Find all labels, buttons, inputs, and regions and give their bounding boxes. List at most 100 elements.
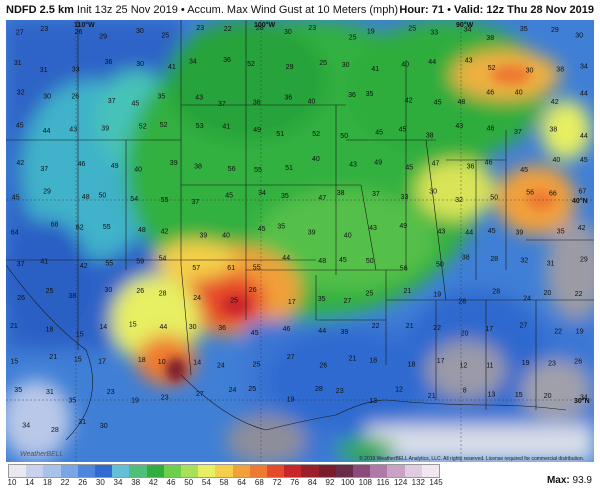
gust-value: 44 — [580, 133, 588, 140]
gust-value: 19 — [131, 397, 139, 404]
colorbar-swatch — [163, 465, 182, 477]
shaded-field — [6, 20, 594, 462]
gust-value: 45 — [520, 167, 528, 174]
gust-value: 50 — [436, 261, 444, 268]
colorbar-swatch — [249, 465, 268, 477]
gust-value: 31 — [78, 419, 86, 426]
gust-value: 25 — [230, 298, 238, 305]
gust-value: 48 — [458, 99, 466, 106]
gust-value: 38 — [462, 255, 470, 262]
gust-value: 45 — [251, 330, 259, 337]
colorbar-swatch — [129, 465, 147, 477]
gust-value: 54 — [159, 256, 167, 263]
gust-value: 43 — [195, 94, 203, 101]
colorbar-tick-label: 18 — [42, 478, 52, 487]
gust-value: 30 — [100, 423, 108, 430]
gust-value: 40 — [134, 167, 142, 174]
gust-value: 22 — [575, 291, 583, 298]
gust-value: 30 — [284, 29, 292, 36]
gust-value: 12 — [460, 363, 468, 370]
gust-value: 39 — [308, 230, 316, 237]
separator: • — [180, 4, 185, 16]
gust-value: 64 — [11, 230, 19, 237]
gust-value: 45 — [580, 157, 588, 164]
gust-value: 39 — [341, 329, 349, 336]
gust-value: 42 — [405, 97, 413, 104]
hour-label: Hour: 71 — [399, 4, 444, 16]
gust-value: 42 — [80, 263, 88, 270]
gust-value: 30 — [429, 188, 437, 195]
colorbar-tick-label: 68 — [254, 478, 264, 487]
gust-value: 15 — [76, 331, 84, 338]
gust-value: 30 — [526, 68, 534, 75]
gust-value: 45 — [258, 226, 266, 233]
gust-value: 21 — [49, 354, 57, 361]
gust-value: 43 — [465, 58, 473, 65]
colorbar-tick-label: 46 — [166, 478, 176, 487]
field-name: Accum. Max Wind Gust at 10 Meters (mph) — [187, 4, 399, 16]
gust-value: 35 — [557, 228, 565, 235]
gust-value: 44 — [580, 91, 588, 98]
gust-value: 52 — [488, 65, 496, 72]
gust-value: 43 — [349, 162, 357, 169]
gust-value: 46 — [485, 159, 493, 166]
colorbar-tick-label: 14 — [25, 478, 35, 487]
colorbar-ticks: 10 14 18 22 26 30 34 38 42 46 50 54 58 64 68 72 76 84 92 10… — [8, 478, 443, 490]
colorbar-swatch — [335, 465, 354, 477]
gust-value: 45 — [405, 164, 413, 171]
colorbar-swatch — [421, 465, 440, 477]
header-bar: NDFD 2.5 km Init 13z 25 Nov 2019 • Accum… — [0, 0, 600, 20]
gust-value: 55 — [253, 264, 261, 271]
gust-value: 18 — [369, 358, 377, 365]
gust-value: 57 — [192, 265, 200, 272]
colorbar-swatch — [43, 465, 61, 477]
gust-value: 29 — [286, 64, 294, 71]
legend: 10 14 18 22 26 30 34 38 42 46 50 54 58 64 68 72 76 84 92 10… — [0, 462, 600, 492]
gust-value: 35 — [68, 398, 76, 405]
gust-value: 35 — [277, 224, 285, 231]
gust-value: 28 — [159, 291, 167, 298]
gust-value: 43 — [69, 126, 77, 133]
gust-value: 44 — [160, 324, 168, 331]
gust-value: 30 — [342, 62, 350, 69]
gust-value: 50 — [340, 133, 348, 140]
value-labels: 27 23 26 29 30 25 23 22 28 30 23 25 19 25 33 34 38 35 29 30… — [10, 25, 588, 434]
gust-value: 25 — [248, 386, 256, 393]
gust-value: 41 — [371, 66, 379, 73]
gust-value: 31 — [40, 67, 48, 74]
gust-value: 56 — [228, 166, 236, 173]
gust-value: 45 — [16, 123, 24, 130]
gust-value: 31 — [46, 389, 54, 396]
gust-value: 30 — [43, 93, 51, 100]
gust-value: 22 — [433, 325, 441, 332]
gust-value: 45 — [488, 228, 496, 235]
gust-value: 40 — [401, 61, 409, 68]
gust-value: 22 — [372, 323, 380, 330]
gust-value: 62 — [76, 224, 84, 231]
gust-value: 42 — [161, 229, 169, 236]
gust-value: 45 — [399, 126, 407, 133]
gust-value: 49 — [374, 160, 382, 167]
colorbar-swatch — [60, 465, 78, 477]
gust-value: 24 — [523, 296, 531, 303]
gust-value: 36 — [253, 100, 261, 107]
colorbar-tick-label: 76 — [290, 478, 300, 487]
gust-value: 29 — [43, 188, 51, 195]
gust-value: 21 — [428, 393, 436, 400]
gust-value: 18 — [46, 326, 54, 333]
gust-value: 15 — [74, 356, 82, 363]
gust-value: 52 — [139, 124, 147, 131]
gust-value: 56 — [400, 266, 408, 273]
colorbar-swatch — [232, 465, 250, 477]
colorbar-swatch — [301, 465, 319, 477]
gust-value: 53 — [196, 123, 204, 130]
gust-value: 25 — [408, 25, 416, 32]
gust-value: 24 — [229, 387, 237, 394]
gust-value: 18 — [138, 357, 146, 364]
gust-value: 49 — [253, 127, 261, 134]
gust-value: 17 — [288, 299, 296, 306]
gust-value: 25 — [349, 35, 357, 42]
colorbar-tick-label: 84 — [307, 478, 317, 487]
gust-value: 27 — [344, 298, 352, 305]
